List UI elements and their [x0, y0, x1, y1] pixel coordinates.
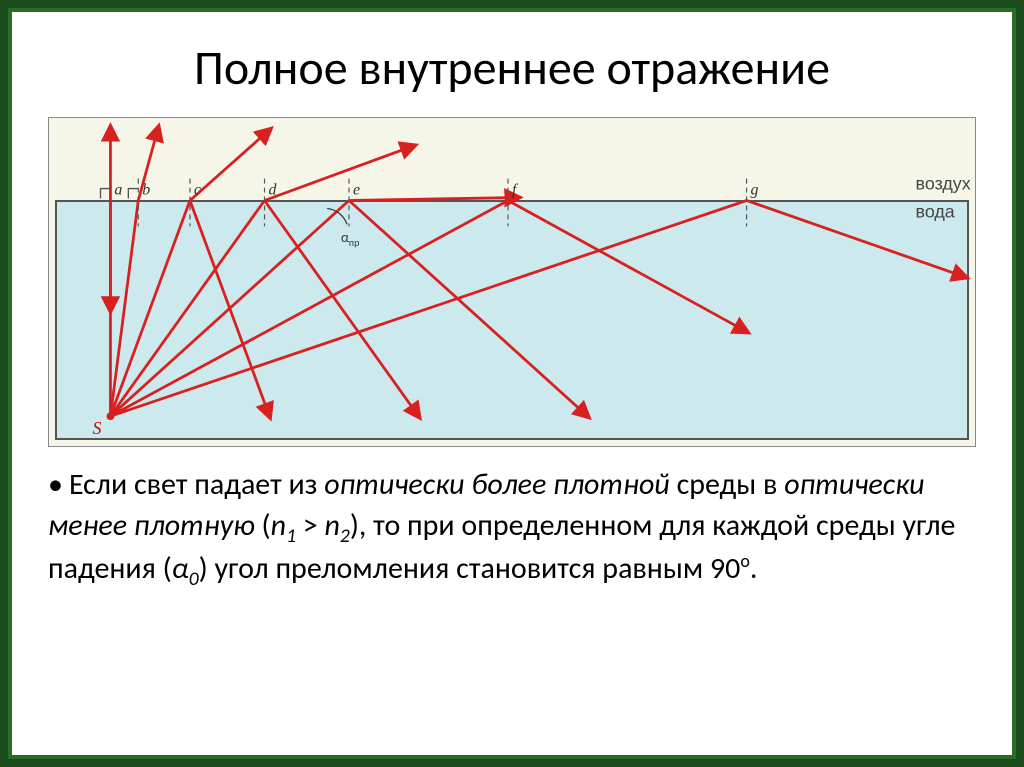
svg-text:d: d: [268, 182, 276, 199]
svg-text:f: f: [512, 182, 519, 199]
description-paragraph: •Если свет падает из оптически более пло…: [48, 465, 976, 592]
diagram-svg: Sa b c d e f g αпр воздух вода: [49, 118, 975, 446]
svg-text:g: g: [751, 182, 759, 199]
water-label: вода: [916, 201, 955, 221]
svg-text:S: S: [93, 418, 102, 438]
svg-text:a: a: [114, 182, 122, 199]
svg-text:c: c: [194, 182, 201, 199]
bullet: •: [48, 465, 63, 506]
svg-text:b: b: [142, 182, 150, 199]
svg-text:αпр: αпр: [341, 229, 359, 249]
page-title: Полное внутреннее отражение: [48, 38, 976, 97]
tir-diagram: Sa b c d e f g αпр воздух вода: [48, 117, 976, 447]
svg-text:e: e: [353, 182, 360, 199]
air-label: воздух: [916, 174, 971, 194]
